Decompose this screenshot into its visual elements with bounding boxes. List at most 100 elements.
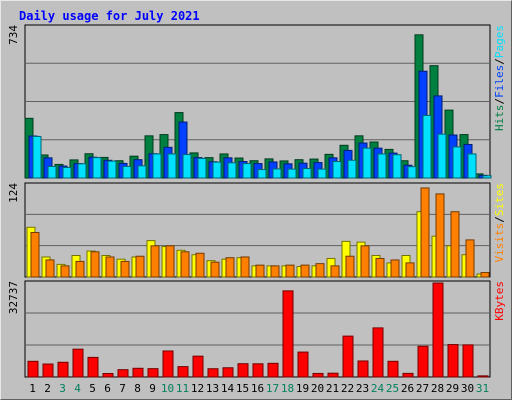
panel-1-max-label: 734: [7, 25, 20, 45]
day-label: 17: [266, 382, 279, 395]
panel-1-bar-pages: [377, 153, 387, 179]
panel-2-max-label: 124: [7, 183, 20, 203]
panel-1-bar-pages: [32, 135, 42, 179]
panel-1-bar-pages: [167, 153, 177, 179]
panel-1-bar-pages: [392, 154, 402, 179]
day-label: 12: [191, 382, 204, 395]
panel-1-bar-pages: [407, 166, 417, 179]
day-label: 21: [326, 382, 339, 395]
panel-3-bar-kbytes: [117, 369, 129, 378]
day-label: 15: [236, 382, 249, 395]
day-label: 28: [431, 382, 444, 395]
chart-title: Daily usage for July 2021: [19, 9, 200, 23]
panel-1-bar-pages: [122, 165, 132, 179]
panel-3-bar-kbytes: [432, 282, 444, 378]
panel-1-legend-entry: /: [493, 58, 506, 65]
panel-2-bar-sites: [30, 231, 40, 278]
panel-2-bar-sites: [210, 261, 220, 278]
panel-3-bar-kbytes: [417, 345, 429, 378]
day-label: 20: [311, 382, 324, 395]
panel-1-bar-pages: [137, 165, 147, 179]
panel-1-bar-pages: [212, 161, 222, 179]
panel-3-bar-kbytes: [387, 360, 399, 378]
panel-2-bar-sites: [390, 259, 400, 278]
panel-3-bar-kbytes: [282, 290, 294, 378]
day-label: 1: [29, 382, 36, 395]
day-label: 23: [356, 382, 369, 395]
panel-3-bar-kbytes: [357, 360, 369, 378]
day-label: 29: [446, 382, 459, 395]
panel-2-bar-sites: [225, 257, 235, 278]
day-label: 8: [134, 382, 141, 395]
panel-2-bar-sites: [345, 255, 355, 278]
panel-1-bar-pages: [467, 153, 477, 179]
day-label: 4: [74, 382, 81, 395]
panel-1-legend-entry: /: [493, 98, 506, 105]
day-label: 18: [281, 382, 294, 395]
panel-1-bar-pages: [77, 163, 87, 179]
panel-1-bar-pages: [182, 154, 192, 179]
panel-1-bar-pages: [422, 114, 432, 179]
panel-3-bar-kbytes: [372, 327, 384, 378]
panel-3-bar-kbytes: [102, 372, 114, 378]
panel-2-legend-entry: Sites: [493, 183, 506, 216]
panel-1-bar-pages: [47, 165, 57, 179]
panel-3-bar-kbytes: [27, 360, 39, 378]
day-label: 19: [296, 382, 309, 395]
panel-3-bar-kbytes: [342, 335, 354, 378]
panel-3-plot-area: [24, 280, 491, 378]
panel-2-bar-sites: [255, 264, 265, 278]
day-label: 5: [89, 382, 96, 395]
day-label: 22: [341, 382, 354, 395]
day-label: 16: [251, 382, 264, 395]
day-label: 10: [161, 382, 174, 395]
day-label: 11: [176, 382, 189, 395]
panel-3-bar-kbytes: [57, 361, 69, 378]
panel-3-bar-kbytes: [72, 348, 84, 378]
panel-3-bar-kbytes: [477, 375, 489, 378]
panel-3-legend-entry: KBytes: [493, 281, 506, 321]
panel-3-bar-kbytes: [267, 362, 279, 378]
panel-1-bar-pages: [107, 160, 117, 179]
panel-1-bar-pages: [482, 175, 492, 179]
day-label: 13: [206, 382, 219, 395]
panel-3-bar-kbytes: [177, 366, 189, 378]
panel-2-bar-sites: [240, 256, 250, 278]
panel-2-legend-entry: /: [493, 216, 506, 223]
panel-3-legend: KBytes: [493, 281, 506, 321]
panel-2-bar-sites: [450, 211, 460, 278]
day-label: 27: [416, 382, 429, 395]
panel-2-bar-sites: [405, 262, 415, 278]
panel-2-bar-sites: [330, 265, 340, 278]
panel-1-bar-pages: [347, 159, 357, 179]
panel-2-bar-sites: [165, 245, 175, 278]
panel-2-bar-sites: [135, 255, 145, 278]
panel-3-bar-kbytes: [162, 350, 174, 378]
panel-2-bar-sites: [360, 245, 370, 278]
panel-2-bar-sites: [180, 251, 190, 278]
panel-1-legend: Hits/Files/Pages: [493, 25, 506, 131]
panel-3-bar-kbytes: [207, 368, 219, 378]
panel-1-bar-pages: [152, 153, 162, 179]
day-label: 9: [149, 382, 156, 395]
panel-2-bar-sites: [300, 264, 310, 278]
day-label: 25: [386, 382, 399, 395]
panel-3-bar-kbytes: [402, 372, 414, 378]
panel-3-bar-kbytes: [132, 367, 144, 378]
panel-1-bar-pages: [452, 146, 462, 179]
panel-2-bar-sites: [465, 239, 475, 278]
panel-1-bar-pages: [362, 147, 372, 179]
panel-1-bar-pages: [227, 162, 237, 179]
panel-3-bar-kbytes: [462, 344, 474, 378]
panel-1-bar-pages: [272, 168, 282, 179]
panel-3-bar-kbytes: [42, 363, 54, 378]
panel-3-bar-kbytes: [447, 344, 459, 378]
day-label: 3: [59, 382, 66, 395]
panel-1-bar-pages: [437, 133, 447, 179]
day-label: 2: [44, 382, 51, 395]
panel-1-bar-pages: [317, 168, 327, 179]
panel-1-bar-pages: [302, 168, 312, 179]
panel-1-bar-pages: [257, 169, 267, 179]
panel-2-legend: Visits/Sites: [493, 183, 506, 263]
